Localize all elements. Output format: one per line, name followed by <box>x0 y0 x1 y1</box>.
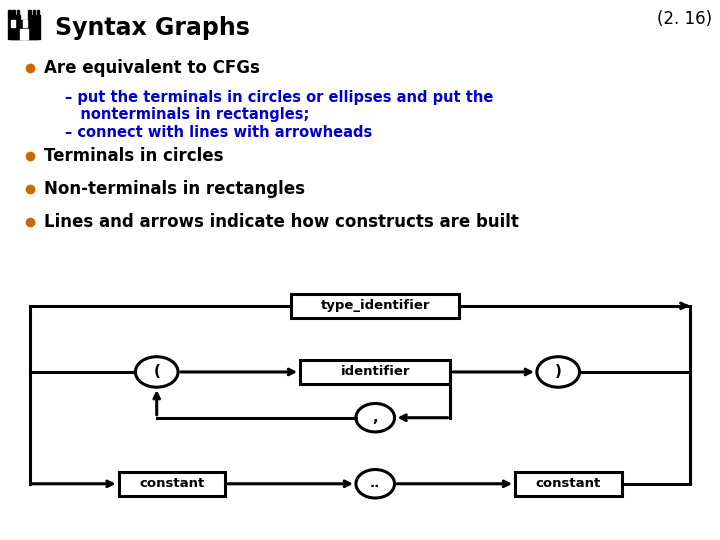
Text: Non-terminals in rectangles: Non-terminals in rectangles <box>44 180 305 198</box>
Bar <box>8 15 20 39</box>
Bar <box>28 15 40 39</box>
Text: – put the terminals in circles or ellipses and put the: – put the terminals in circles or ellips… <box>65 90 493 105</box>
Text: Lines and arrows indicate how constructs are built: Lines and arrows indicate how constructs… <box>44 213 519 231</box>
Bar <box>32 10 35 15</box>
Bar <box>17 10 19 15</box>
Text: type_identifier: type_identifier <box>320 299 430 313</box>
FancyBboxPatch shape <box>515 471 622 496</box>
Bar <box>12 21 15 27</box>
FancyBboxPatch shape <box>292 294 459 318</box>
Text: Syntax Graphs: Syntax Graphs <box>55 16 250 40</box>
FancyBboxPatch shape <box>119 471 225 496</box>
Bar <box>37 10 40 15</box>
Text: – connect with lines with arrowheads: – connect with lines with arrowheads <box>65 125 372 139</box>
Text: ..: .. <box>370 477 380 490</box>
Text: (: ( <box>153 364 160 380</box>
Ellipse shape <box>356 403 395 432</box>
Text: (2. 16): (2. 16) <box>657 10 712 28</box>
Text: constant: constant <box>140 477 204 490</box>
Text: Are equivalent to CFGs: Are equivalent to CFGs <box>44 59 260 77</box>
Bar <box>20 29 28 39</box>
FancyBboxPatch shape <box>300 360 451 384</box>
Text: identifier: identifier <box>341 366 410 379</box>
Text: Terminals in circles: Terminals in circles <box>44 147 223 165</box>
Bar <box>8 10 11 15</box>
Bar <box>12 21 37 39</box>
Ellipse shape <box>135 357 178 387</box>
Bar <box>28 10 31 15</box>
Bar <box>12 10 15 15</box>
Ellipse shape <box>537 357 580 387</box>
Text: ): ) <box>555 364 562 380</box>
Bar <box>23 21 27 27</box>
Ellipse shape <box>356 470 395 498</box>
Text: constant: constant <box>536 477 601 490</box>
Text: nonterminals in rectangles;: nonterminals in rectangles; <box>65 107 310 123</box>
Text: ,: , <box>372 410 378 425</box>
